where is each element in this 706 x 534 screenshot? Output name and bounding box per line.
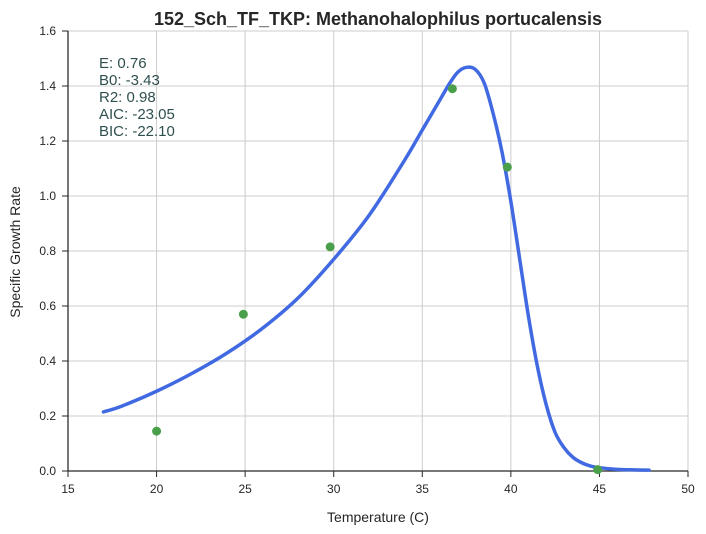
y-tick-label: 0.6 bbox=[39, 299, 56, 313]
stat-bic: BIC: -22.10 bbox=[99, 123, 175, 140]
y-tick-label: 0.2 bbox=[39, 409, 56, 423]
x-tick-label: 30 bbox=[327, 482, 341, 496]
x-tick-label: 20 bbox=[150, 482, 164, 496]
data-point bbox=[593, 465, 603, 475]
data-point bbox=[502, 162, 512, 172]
grid bbox=[67, 30, 689, 472]
chart-title: 152_Sch_TF_TKP: Methanohalophilus portuc… bbox=[154, 9, 602, 29]
x-tick-label: 15 bbox=[61, 482, 75, 496]
stat-e: E: 0.76 bbox=[99, 55, 147, 72]
data-point bbox=[325, 242, 335, 252]
y-axis-label: Specific Growth Rate bbox=[7, 186, 23, 318]
y-tick-label: 1.6 bbox=[39, 24, 56, 38]
y-tick-label: 0.8 bbox=[39, 244, 56, 258]
x-tick-label: 25 bbox=[238, 482, 252, 496]
data-point bbox=[238, 309, 248, 319]
stats-annotation: E: 0.76 B0: -3.43 R2: 0.98 AIC: -23.05 B… bbox=[99, 55, 175, 140]
x-tick-label: 35 bbox=[416, 482, 430, 496]
x-tick-label: 40 bbox=[504, 482, 518, 496]
data-point bbox=[152, 426, 162, 436]
x-tick-label: 50 bbox=[681, 482, 695, 496]
stat-r2: R2: 0.98 bbox=[99, 89, 156, 106]
stat-aic: AIC: -23.05 bbox=[99, 106, 175, 123]
y-tick-label: 1.4 bbox=[39, 79, 56, 93]
data-series bbox=[101, 65, 651, 475]
axis-ticks: 15 20 25 30 35 40 45 50 0.0 0.2 0.4 0.6 0.8 1.0 1.2 1.4… bbox=[39, 24, 695, 496]
stat-b0: B0: -3.43 bbox=[99, 72, 160, 89]
y-tick-label: 0.4 bbox=[39, 354, 56, 368]
data-point bbox=[447, 84, 457, 94]
x-tick-label: 45 bbox=[593, 482, 607, 496]
x-axis-label: Temperature (C) bbox=[327, 509, 429, 525]
y-tick-label: 1.2 bbox=[39, 134, 56, 148]
y-tick-label: 0.0 bbox=[39, 464, 56, 478]
fit-curve-line bbox=[101, 65, 651, 472]
y-tick-label: 1.0 bbox=[39, 189, 56, 203]
